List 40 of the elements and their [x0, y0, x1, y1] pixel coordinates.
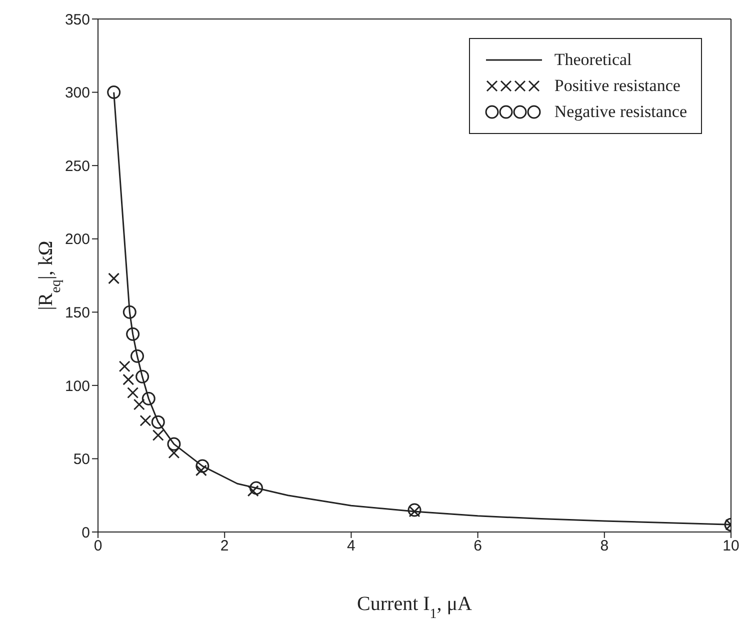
point: [122, 374, 134, 386]
y-tick-label: 350: [64, 11, 90, 28]
point: [107, 86, 121, 100]
y-tick-label: 100: [64, 378, 90, 395]
point: [130, 349, 144, 363]
y-tick-label: 150: [64, 304, 90, 322]
point: [126, 327, 140, 341]
point: [108, 272, 120, 284]
point: [408, 506, 420, 518]
y-tick-label: 250: [64, 158, 90, 175]
point: [250, 481, 263, 495]
point: [408, 503, 422, 517]
point: [167, 437, 181, 451]
point: [142, 392, 156, 406]
point: [136, 370, 150, 384]
y-tick-label: 0: [82, 524, 90, 542]
point: [122, 305, 136, 319]
point: [247, 485, 259, 497]
point: [196, 459, 210, 473]
point: [127, 387, 139, 399]
y-tick-label: 200: [64, 231, 90, 248]
point: [151, 415, 165, 429]
point: [118, 360, 130, 372]
x-tick-label: 0: [94, 538, 102, 555]
point: [195, 464, 207, 476]
point: [140, 414, 152, 426]
x-tick-label: 6: [474, 538, 482, 555]
x-tick-label: 10: [722, 538, 740, 555]
legend-label: Positive resistance: [554, 75, 680, 97]
point: [133, 398, 145, 410]
x-tick-label: 4: [347, 538, 356, 555]
x-tick-label: 2: [220, 538, 229, 555]
x-axis-title: Current I$_{1}$, μA: [357, 593, 473, 622]
legend-label: Negative resistance: [554, 101, 687, 123]
legend-label: Theoretical: [554, 49, 632, 71]
y-tick-label: 300: [64, 84, 90, 102]
x-tick-label: 8: [600, 538, 609, 555]
y-tick-label: 50: [73, 451, 90, 468]
point: [168, 447, 180, 459]
point: [152, 430, 164, 442]
